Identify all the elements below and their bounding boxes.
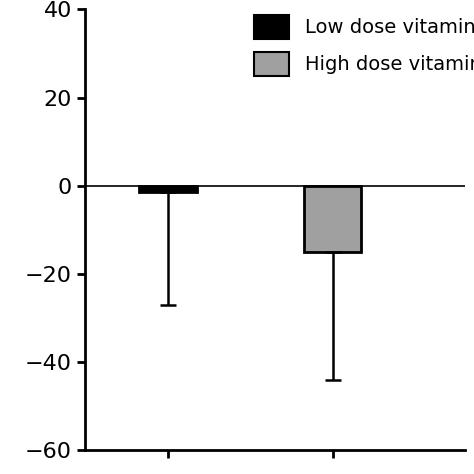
Legend: Low dose vitamin, High dose vitamin: Low dose vitamin, High dose vitamin: [255, 15, 474, 76]
Bar: [304, 186, 362, 252]
Bar: [139, 186, 197, 192]
